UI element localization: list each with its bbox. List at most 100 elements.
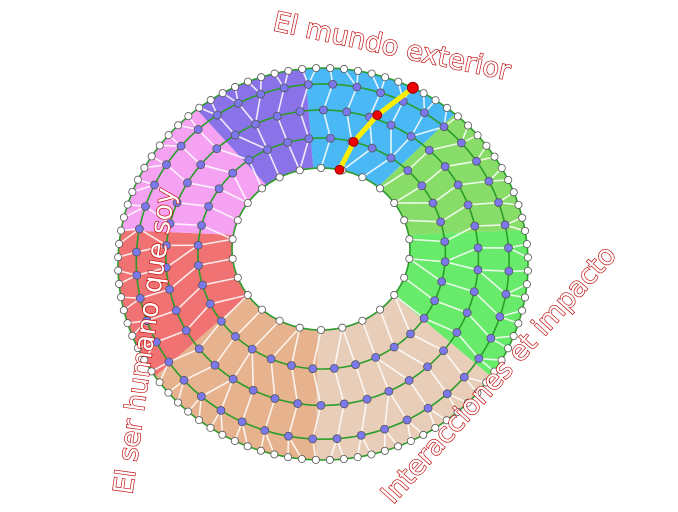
mesh-line	[276, 115, 289, 143]
node	[351, 360, 360, 369]
mesh-line	[175, 284, 204, 312]
node	[212, 110, 222, 120]
mesh-line	[421, 165, 446, 187]
mesh-line	[390, 135, 412, 159]
boundary-node	[243, 442, 252, 451]
boundary-node	[257, 184, 266, 193]
mesh-line	[156, 329, 187, 343]
boundary-node	[497, 356, 506, 365]
mesh-line	[266, 149, 281, 178]
ring-line	[165, 109, 480, 407]
ring-line	[135, 83, 510, 441]
node	[339, 399, 349, 409]
boundary-node	[419, 430, 428, 439]
boundary-node	[218, 430, 227, 439]
node	[501, 289, 511, 299]
node	[244, 155, 254, 165]
mesh-line	[140, 288, 170, 300]
boundary-node	[521, 226, 530, 235]
boundary-node	[453, 407, 462, 416]
mesh-line	[136, 244, 167, 253]
mesh-line	[165, 244, 199, 269]
node	[183, 178, 192, 188]
mesh-line	[311, 405, 322, 440]
boundary-node	[297, 454, 306, 463]
node	[495, 312, 505, 322]
mesh-line	[201, 378, 234, 398]
mesh-line	[299, 84, 310, 112]
mesh-line	[320, 138, 332, 169]
boundary-node	[518, 213, 527, 222]
boundary-node	[376, 305, 385, 314]
mesh-line	[341, 327, 357, 365]
node	[284, 431, 293, 441]
mesh-line	[368, 92, 382, 118]
node	[406, 131, 416, 141]
path-line	[337, 85, 416, 173]
mesh-line	[333, 327, 344, 369]
mesh-line	[423, 317, 458, 334]
boundary-node	[173, 398, 182, 407]
path-node	[372, 110, 383, 121]
node	[193, 240, 203, 250]
boundary-node	[400, 273, 409, 282]
node	[216, 406, 226, 415]
node	[403, 166, 413, 175]
mesh-line	[234, 309, 263, 338]
mesh-line	[468, 201, 499, 206]
boundary-node	[228, 254, 237, 263]
mesh-line	[287, 403, 299, 437]
boundary-node	[275, 316, 284, 325]
mesh-line	[216, 147, 250, 161]
mesh-line	[404, 219, 441, 223]
hole-edge	[231, 167, 411, 331]
node	[356, 430, 366, 440]
mesh-line	[360, 399, 368, 436]
boundary-node	[140, 355, 149, 364]
node	[141, 202, 150, 211]
boundary-node	[256, 446, 265, 455]
boundary-node	[406, 437, 415, 446]
node	[470, 221, 480, 231]
boundary-node	[295, 323, 304, 332]
mesh-line	[432, 184, 459, 204]
boundary-node	[115, 279, 124, 288]
mesh-line	[237, 102, 257, 125]
mesh-line	[444, 247, 479, 263]
boundary-node	[270, 69, 279, 78]
mesh-line	[251, 320, 281, 350]
mesh-line	[375, 356, 410, 382]
mesh-line	[444, 225, 476, 243]
mesh-line	[197, 238, 233, 247]
node	[248, 385, 258, 395]
boundary-node	[115, 239, 124, 248]
mesh-line	[458, 180, 490, 186]
node	[196, 392, 206, 401]
node	[231, 332, 240, 341]
node	[172, 198, 182, 208]
node	[430, 296, 440, 306]
mesh-line	[220, 294, 249, 322]
boundary-node	[353, 66, 362, 75]
node	[329, 363, 339, 373]
mesh-line	[270, 358, 276, 399]
node	[135, 293, 145, 303]
node	[304, 134, 314, 144]
boundary-node	[497, 164, 506, 173]
node	[342, 107, 352, 117]
boundary-node	[340, 65, 349, 74]
mesh-line	[286, 142, 301, 171]
mesh-line	[183, 364, 216, 381]
node	[279, 83, 289, 93]
node	[161, 263, 171, 272]
boundary-node	[390, 198, 399, 207]
node	[152, 337, 161, 347]
mesh-line	[474, 224, 506, 227]
mesh-line	[248, 159, 263, 189]
mesh-line	[198, 320, 222, 350]
node	[162, 241, 171, 250]
boundary-node	[147, 367, 156, 376]
node	[171, 306, 181, 315]
boundary-node	[233, 216, 242, 225]
node	[386, 120, 396, 130]
